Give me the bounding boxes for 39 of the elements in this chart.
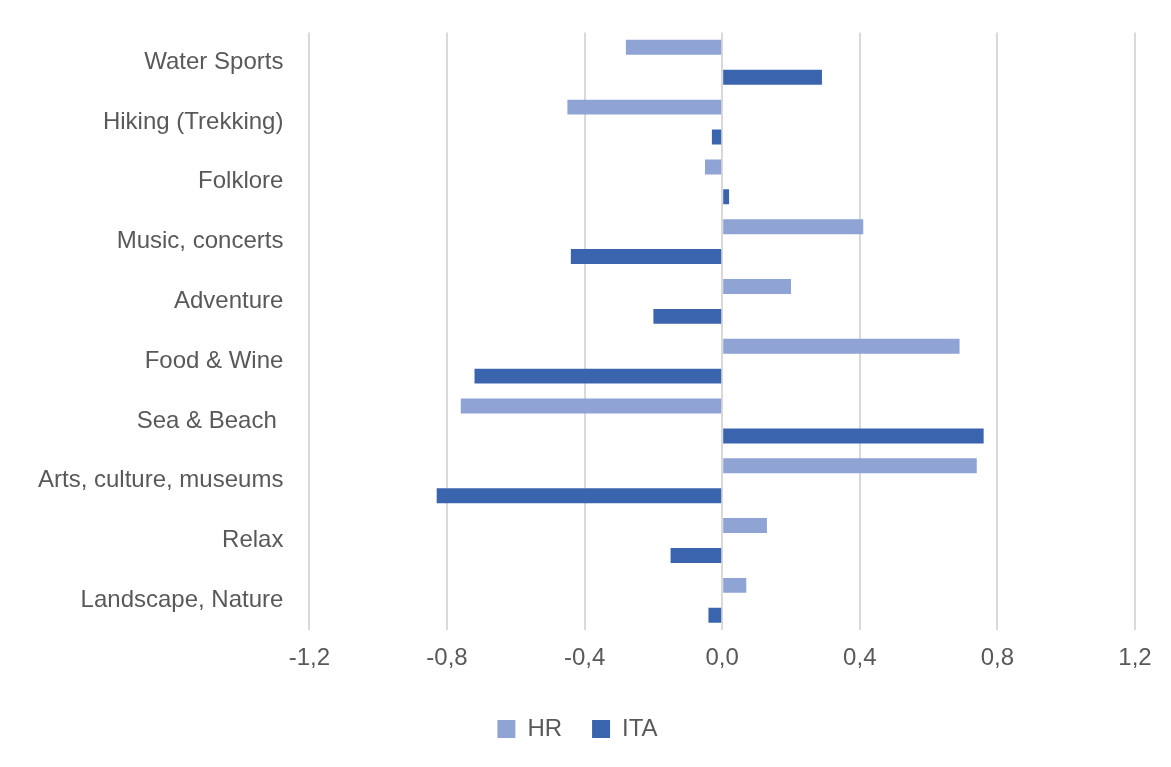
bar	[723, 69, 822, 85]
bar	[723, 278, 791, 294]
bar	[711, 129, 722, 145]
bar	[474, 368, 722, 384]
bar	[723, 518, 767, 534]
legend-label: ITA	[622, 713, 658, 741]
x-tick-label: 0,4	[843, 643, 877, 671]
y-tick-label: Arts, culture, museums	[38, 465, 284, 493]
bar	[705, 159, 722, 175]
bar	[708, 607, 722, 623]
x-tick-label: 1,2	[1118, 643, 1152, 671]
y-tick-label: Food & Wine	[144, 345, 284, 373]
bar	[567, 99, 722, 115]
y-tick-label: Folklore	[198, 166, 284, 194]
y-tick-label: Hiking (Trekking)	[102, 106, 284, 134]
bar	[625, 39, 722, 55]
y-tick-label: Music, concerts	[116, 226, 284, 254]
bar	[653, 308, 722, 324]
bar	[723, 189, 730, 205]
bar	[670, 548, 722, 563]
y-tick-label: Water Sports	[144, 46, 284, 74]
bar	[570, 249, 722, 265]
x-tick-label: -1,2	[288, 643, 331, 671]
y-tick-label: Adventure	[174, 286, 284, 314]
bar	[460, 398, 722, 414]
x-tick-label: 0,8	[980, 643, 1015, 671]
bar	[723, 338, 960, 354]
bar	[436, 488, 722, 504]
x-tick-label: -0,4	[563, 643, 606, 671]
legend-label: HR	[527, 713, 563, 741]
y-tick-label: Sea & Beach	[136, 405, 284, 433]
y-tick-label: Relax	[222, 525, 284, 553]
bar	[723, 577, 747, 593]
y-tick-label: Landscape, Nature	[80, 584, 284, 612]
x-tick-label: -0,8	[426, 643, 468, 671]
bar	[723, 458, 977, 474]
x-tick-label: 0,0	[705, 643, 739, 671]
bar	[723, 219, 864, 235]
bar	[723, 428, 984, 444]
